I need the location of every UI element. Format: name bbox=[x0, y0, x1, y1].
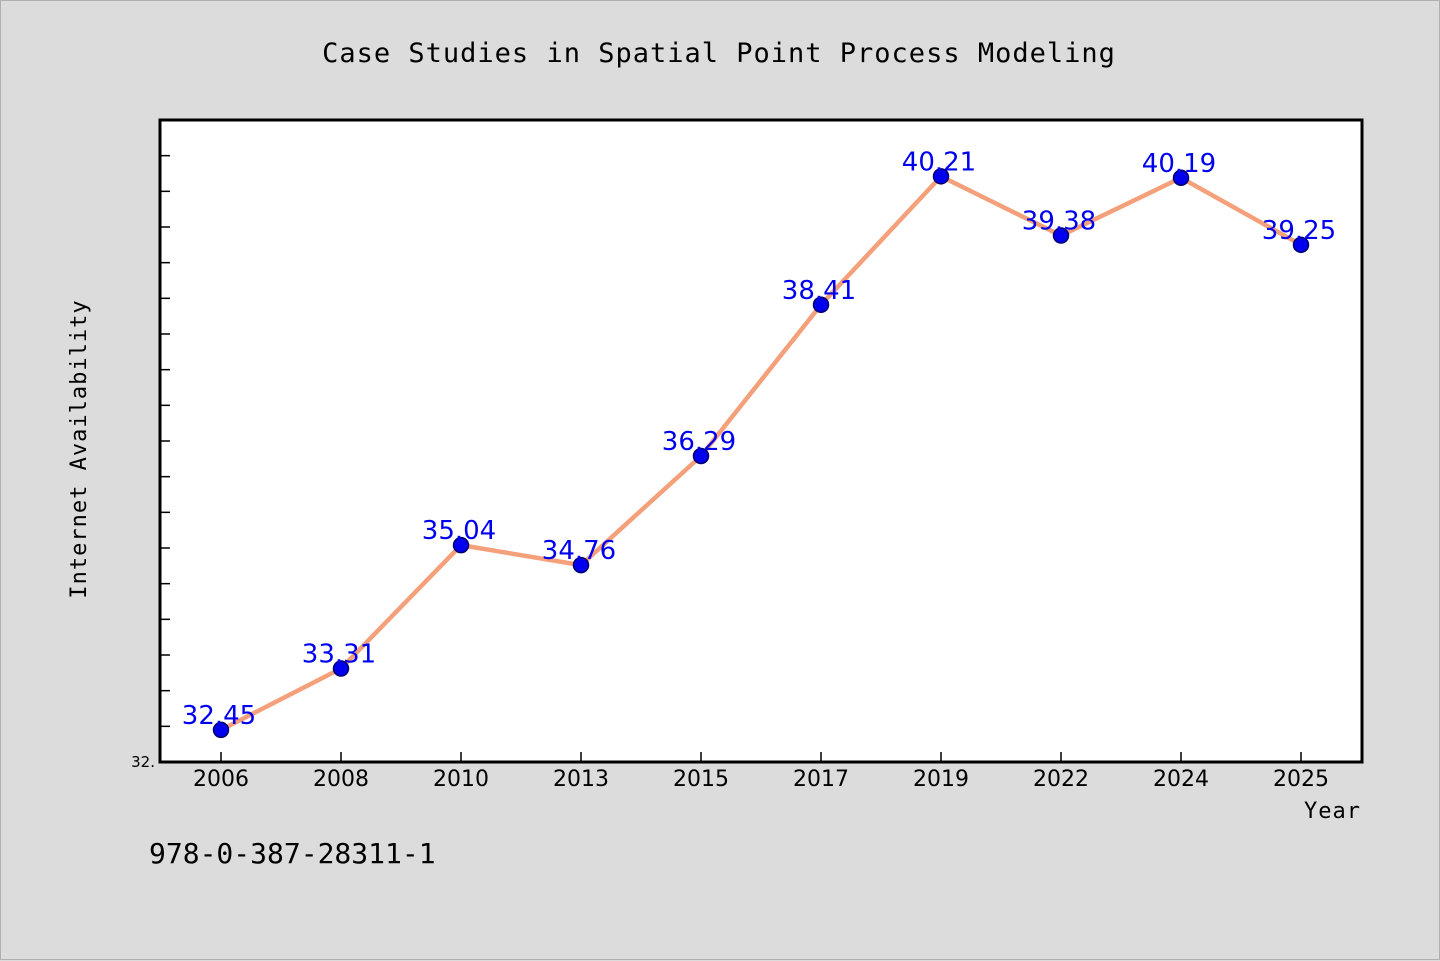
data-point-2024 bbox=[1172, 169, 1190, 187]
data-labels-layer: 32.45 33.31 35.04 34.76 36.29 38.41 40.21 39.38… bbox=[182, 147, 1336, 731]
data-label-2006: 32.45 bbox=[182, 701, 256, 731]
x-tick-label-2013: 2013 bbox=[553, 767, 609, 792]
plot-area bbox=[158, 118, 1364, 764]
x-tick-label-2025: 2025 bbox=[1273, 767, 1329, 792]
data-point-2015 bbox=[692, 447, 710, 465]
x-tick-label-2010: 2010 bbox=[433, 767, 489, 792]
y-axis-label: Internet Availability bbox=[67, 299, 92, 598]
data-label-2008: 33.31 bbox=[302, 640, 376, 670]
data-point-2013 bbox=[572, 556, 590, 574]
data-point-2008 bbox=[332, 660, 350, 677]
chart-title: Case Studies in Spatial Point Process Mo… bbox=[322, 38, 1116, 69]
footer-isbn: 978-0-387-28311-1 bbox=[149, 837, 436, 870]
x-tick-label-2006: 2006 bbox=[193, 767, 249, 792]
x-tick-label-2008: 2008 bbox=[313, 767, 369, 792]
series-line bbox=[218, 174, 1304, 733]
series-layer bbox=[212, 168, 1310, 739]
x-tick-label-2019: 2019 bbox=[913, 767, 969, 792]
data-label-2025: 39.25 bbox=[1262, 216, 1336, 246]
x-axis-ticks: 2006 2008 2010 2013 2015 2017 2019 2022 2024 2025 bbox=[193, 752, 1329, 792]
x-tick-label-2022: 2022 bbox=[1033, 767, 1089, 792]
data-label-2024: 40.19 bbox=[1142, 149, 1216, 179]
data-label-2015: 36.29 bbox=[662, 427, 736, 457]
x-tick-label-2017: 2017 bbox=[793, 767, 849, 792]
y-axis-ticks: 32. bbox=[131, 154, 170, 771]
data-point-2010 bbox=[452, 536, 470, 554]
plot-frame bbox=[158, 118, 1364, 764]
data-label-2019: 40.21 bbox=[902, 147, 976, 177]
x-axis-label: Year bbox=[1304, 799, 1361, 824]
data-label-2022: 39.38 bbox=[1022, 207, 1096, 237]
data-point-2022 bbox=[1052, 227, 1070, 244]
data-point-2017 bbox=[812, 296, 830, 314]
data-label-2010: 35.04 bbox=[422, 516, 496, 546]
data-point-2006 bbox=[212, 721, 230, 739]
x-tick-label-2015: 2015 bbox=[673, 767, 729, 792]
data-label-2017: 38.41 bbox=[782, 276, 856, 306]
y-tick-label: 32. bbox=[131, 753, 155, 771]
x-tick-label-2024: 2024 bbox=[1153, 767, 1209, 792]
data-point-2025 bbox=[1292, 236, 1310, 254]
data-point-2019 bbox=[932, 168, 950, 185]
data-label-2013: 34.76 bbox=[542, 536, 616, 566]
